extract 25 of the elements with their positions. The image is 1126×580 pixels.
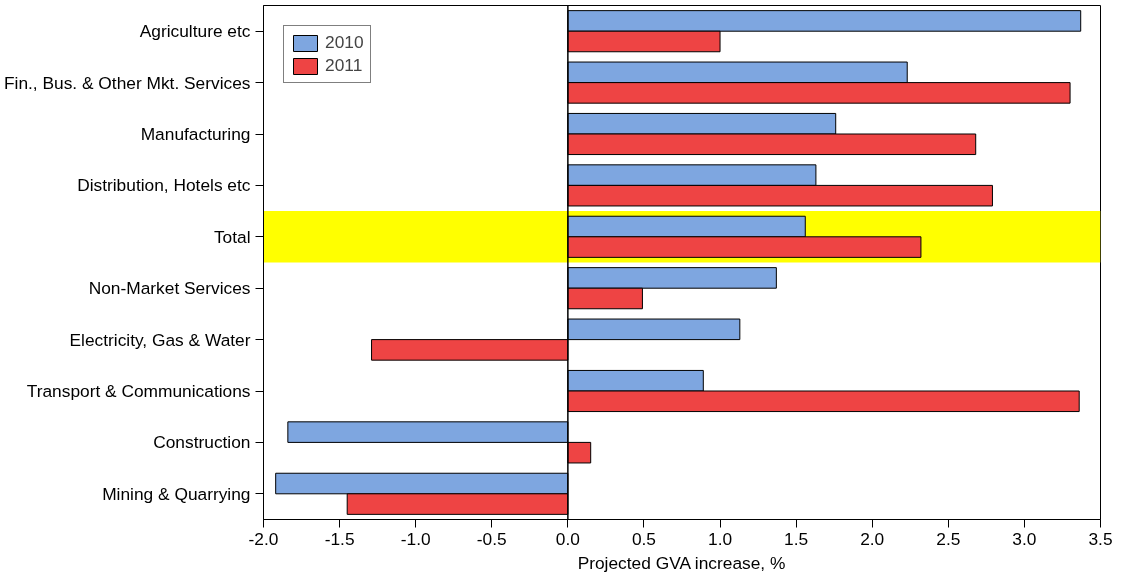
y-tick-label: Transport & Communications	[26, 381, 251, 401]
x-axis-title: Projected GVA increase, %	[577, 552, 786, 573]
x-tick-label: 3.5	[1088, 528, 1113, 549]
x-tick-label: 3.0	[1012, 528, 1037, 549]
y-tick-label: Non-Market Services	[88, 278, 251, 299]
x-tick-label: 2.0	[860, 528, 885, 549]
x-tick-label: -2.0	[248, 528, 279, 549]
legend-label: 2011	[325, 55, 363, 76]
x-tick-label: -1.5	[324, 528, 355, 549]
y-tick-label: Mining & Quarrying	[102, 483, 251, 504]
y-tick-label: Distribution, Hotels etc	[77, 175, 251, 196]
y-tick-label: Construction	[153, 432, 251, 453]
y-tick-label: Electricity, Gas & Water	[69, 329, 251, 350]
y-tick-label: Total	[213, 226, 251, 247]
y-tick-label: Manufacturing	[140, 124, 251, 144]
y-tick-label: Agriculture etc	[139, 21, 251, 42]
x-tick-label: 0.5	[631, 528, 656, 549]
x-tick-label: -1.0	[400, 528, 431, 549]
y-tick-label: Fin., Bus. & Other Mkt. Services	[3, 72, 251, 93]
x-tick-label: 1.0	[708, 528, 733, 549]
x-tick-label: 0.0	[555, 528, 580, 549]
x-tick-label: -0.5	[476, 528, 507, 549]
legend-label: 2010	[325, 32, 364, 53]
x-tick-label: 1.5	[784, 528, 809, 549]
x-tick-label: 2.5	[936, 528, 961, 549]
